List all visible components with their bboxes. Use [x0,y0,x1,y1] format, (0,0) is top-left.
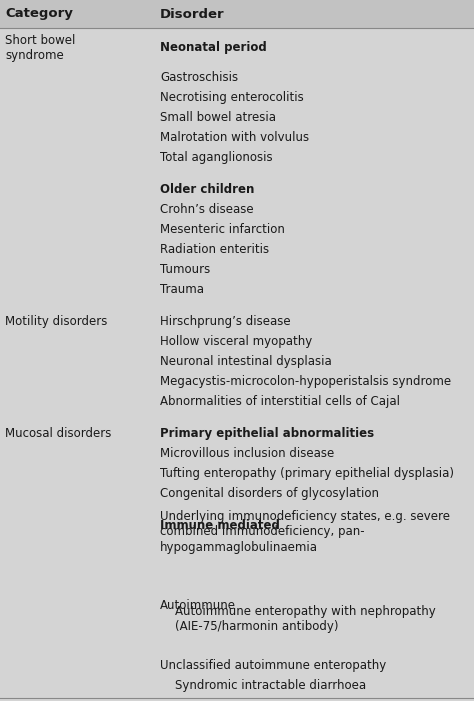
Text: Category: Category [5,8,73,20]
Text: Mucosal disorders: Mucosal disorders [5,427,111,440]
Text: Tufting enteropathy (primary epithelial dysplasia): Tufting enteropathy (primary epithelial … [160,467,454,480]
Text: Microvillous inclusion disease: Microvillous inclusion disease [160,447,334,460]
Text: Autoimmune: Autoimmune [160,599,236,612]
Text: Small bowel atresia: Small bowel atresia [160,111,276,124]
Text: Crohn’s disease: Crohn’s disease [160,203,254,216]
Text: Malrotation with volvulus: Malrotation with volvulus [160,131,309,144]
Text: Radiation enteritis: Radiation enteritis [160,243,269,256]
Text: Short bowel
syndrome: Short bowel syndrome [5,34,75,62]
Bar [0,0,474,28]
Text: Underlying immunodeficiency states, e.g. severe
combined immunodeficiency, pan-
: Underlying immunodeficiency states, e.g.… [160,510,450,554]
Text: Necrotising enterocolitis: Necrotising enterocolitis [160,91,304,104]
Text: Total aganglionosis: Total aganglionosis [160,151,273,164]
Text: Abnormalities of interstitial cells of Cajal: Abnormalities of interstitial cells of C… [160,395,400,408]
Text: Mesenteric infarction: Mesenteric infarction [160,223,285,236]
Text: Congenital disorders of glycosylation: Congenital disorders of glycosylation [160,487,379,500]
Text: Hollow visceral myopathy: Hollow visceral myopathy [160,335,312,348]
Text: Syndromic intractable diarrhoea: Syndromic intractable diarrhoea [160,679,366,692]
Text: Megacystis-microcolon-hypoperistalsis syndrome: Megacystis-microcolon-hypoperistalsis sy… [160,375,451,388]
Text: Older children: Older children [160,183,255,196]
Text: Neonatal period: Neonatal period [160,41,267,55]
Text: Neuronal intestinal dysplasia: Neuronal intestinal dysplasia [160,355,332,368]
Text: Hirschprung’s disease: Hirschprung’s disease [160,315,291,328]
Text: Tumours: Tumours [160,263,210,276]
Text: Primary epithelial abnormalities: Primary epithelial abnormalities [160,427,374,440]
Text: Unclassified autoimmune enteropathy: Unclassified autoimmune enteropathy [160,659,386,672]
Text: Gastroschisis: Gastroschisis [160,72,238,84]
Text: Autoimmune enteropathy with nephropathy
    (AIE-75/harmonin antibody): Autoimmune enteropathy with nephropathy … [160,605,436,633]
Text: Disorder: Disorder [160,8,225,20]
Text: Immune mediated: Immune mediated [160,519,280,532]
Text: Trauma: Trauma [160,283,204,296]
Text: Motility disorders: Motility disorders [5,315,108,328]
